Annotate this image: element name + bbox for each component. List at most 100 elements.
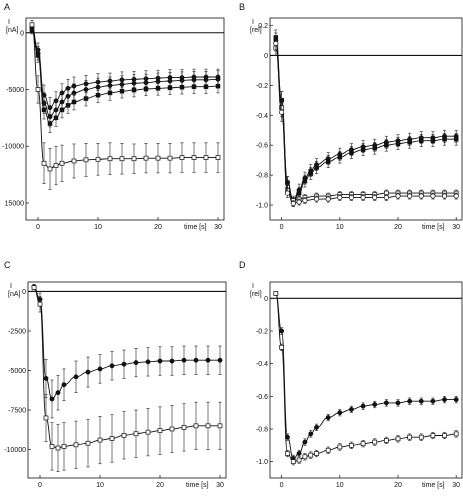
data-point [43, 375, 49, 381]
data-point [119, 88, 125, 94]
data-point [360, 195, 366, 201]
data-point [131, 156, 137, 162]
y-tick-label: -7500 [8, 408, 26, 415]
data-point [181, 357, 187, 363]
data-point [143, 86, 149, 92]
y-tick-label: -5000 [6, 87, 24, 94]
data-point [279, 328, 285, 334]
data-point [384, 438, 389, 443]
data-point [71, 99, 77, 105]
data-point [107, 90, 113, 96]
data-point [325, 415, 331, 421]
data-point [215, 155, 221, 160]
x-tick-label: 10 [94, 224, 102, 231]
series-3 [273, 40, 459, 204]
series-1 [273, 32, 459, 206]
series-line [33, 286, 220, 400]
data-point [193, 357, 199, 363]
x-tick-label: 10 [336, 482, 344, 489]
y-axis-unit: [nA] [6, 27, 19, 34]
panel-letter: B [239, 2, 245, 12]
data-point [418, 434, 424, 440]
data-point [205, 423, 211, 429]
data-point [109, 436, 115, 441]
data-point [107, 156, 113, 162]
data-point [121, 432, 127, 438]
data-point [285, 434, 290, 440]
data-point [441, 193, 448, 199]
data-point [145, 359, 151, 365]
data-point [314, 424, 319, 430]
y-tick-label: 0.2 [258, 23, 268, 30]
data-point [430, 433, 436, 438]
y-axis-unit: [rel] [250, 27, 262, 34]
data-point [337, 444, 343, 450]
data-point [131, 87, 137, 93]
axes-frame [269, 281, 463, 479]
data-point [73, 374, 79, 380]
data-point [308, 431, 314, 437]
data-point [155, 86, 161, 91]
data-point [41, 107, 47, 113]
y-tick-label: 15000 [5, 200, 25, 207]
x-tick-label: 30 [452, 482, 460, 489]
data-point [29, 22, 35, 28]
series-3 [29, 26, 221, 133]
x-tick-label: 10 [96, 482, 104, 489]
panel-letter: A [4, 2, 10, 12]
data-point [191, 84, 197, 89]
data-point [97, 437, 103, 443]
series-2 [31, 284, 223, 472]
axes-frame [269, 17, 463, 221]
y-tick-label: -0.2 [256, 329, 268, 336]
data-point [418, 193, 424, 199]
data-point [296, 457, 302, 463]
series-4 [29, 19, 221, 190]
data-point [395, 141, 401, 146]
data-point [83, 96, 89, 101]
data-point [325, 196, 331, 202]
data-point [442, 433, 447, 438]
data-point [285, 451, 290, 456]
data-point [395, 400, 401, 406]
x-tick-label: 30 [216, 482, 224, 489]
data-point [279, 344, 284, 350]
x-axis-label: time [s] [186, 482, 209, 489]
panel-letter: D [239, 260, 246, 270]
data-point [35, 87, 41, 92]
data-point [302, 439, 308, 445]
x-tick-label: 0 [38, 482, 42, 489]
data-point [59, 160, 65, 166]
data-point [325, 159, 331, 164]
data-point [191, 155, 197, 160]
data-point [71, 158, 77, 164]
y-axis-label: I [252, 283, 254, 290]
series-1 [31, 284, 223, 419]
series-line [31, 24, 218, 170]
data-point [395, 436, 401, 442]
data-point [372, 402, 378, 407]
y-axis-label: I [10, 283, 12, 290]
data-point [203, 155, 209, 160]
data-point [55, 445, 61, 451]
data-point [41, 160, 47, 166]
y-tick-label: -0.8 [256, 173, 268, 180]
data-point [133, 431, 139, 437]
series-line [275, 39, 457, 201]
data-point [442, 397, 447, 403]
data-point [430, 398, 436, 404]
y-tick-label: -0.6 [256, 143, 268, 150]
data-point [133, 360, 139, 366]
y-tick-label: -0.6 [256, 394, 268, 401]
y-tick-label: -1.0 [256, 459, 268, 466]
data-point [349, 406, 354, 412]
data-point [55, 390, 61, 396]
data-point [109, 363, 115, 369]
x-tick-label: 10 [336, 224, 344, 231]
data-point [302, 197, 308, 204]
x-tick-label: 0 [280, 482, 284, 489]
x-axis-label: time [s] [422, 482, 445, 489]
y-tick-label: -0.8 [256, 427, 268, 434]
panel-a: A 0 -5000 -10000 15000 0 10 20 30 I[nA] time [s] [2, 2, 225, 231]
data-point [83, 157, 89, 163]
